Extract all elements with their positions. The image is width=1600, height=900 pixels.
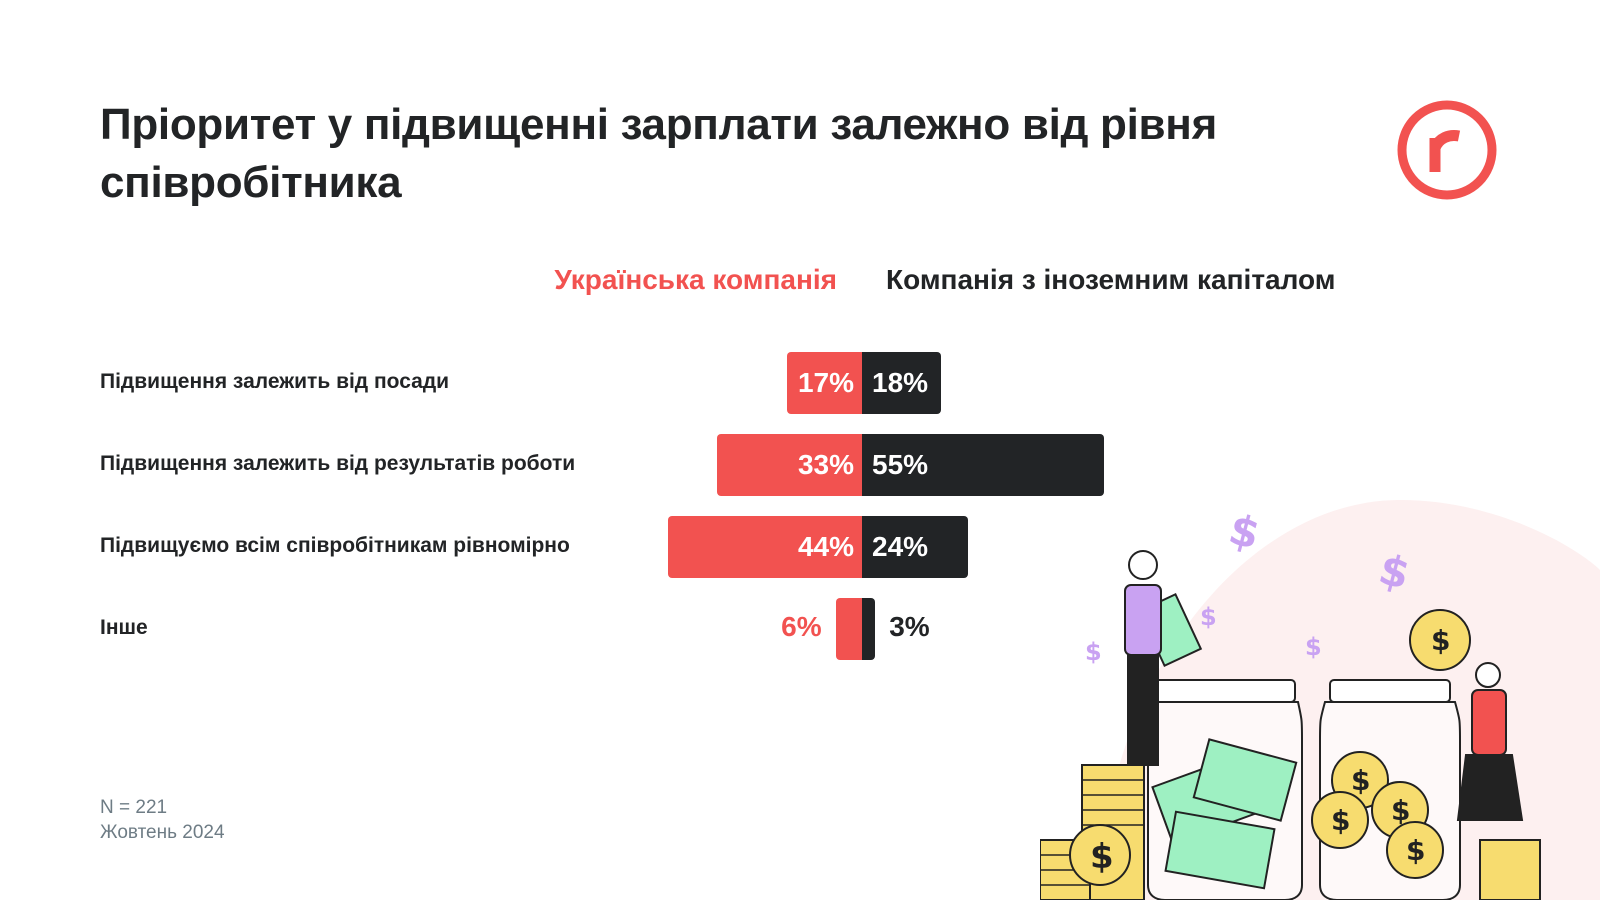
bar-ukrainian-company: 33% (716, 434, 862, 496)
category-label: Інше (100, 616, 148, 639)
svg-text:$: $ (1431, 624, 1450, 657)
bar-ukrainian-company (835, 598, 862, 660)
date-note: Жовтень 2024 (100, 822, 225, 843)
money-jars-illustration: $ $ $ $ $ $ $$ $$$ (1040, 500, 1600, 900)
legend-foreign-company: Компанія з іноземним капіталом (886, 264, 1336, 295)
value-label-ukrainian: 44% (797, 531, 854, 562)
category-label: Підвищення залежить від результатів робо… (100, 452, 576, 475)
svg-text:$: $ (1391, 794, 1410, 827)
bar-ukrainian-company: 17% (787, 352, 862, 414)
bar-foreign-company: 24% (862, 516, 968, 578)
value-label-ukrainian: 33% (797, 449, 854, 480)
svg-text:$: $ (1224, 504, 1265, 559)
brand-logo (1397, 100, 1497, 200)
bar-foreign-company (862, 598, 876, 660)
category-label: Підвищуємо всім співробітникам рівномірн… (100, 534, 570, 557)
svg-text:$: $ (1331, 804, 1350, 837)
sample-size-note: N = 221 (100, 797, 168, 818)
svg-text:$: $ (1090, 837, 1114, 877)
value-label-ukrainian: 6% (781, 611, 822, 642)
svg-text:$: $ (1200, 603, 1217, 631)
svg-text:$: $ (1305, 633, 1322, 661)
legend-ukrainian-company: Українська компанія (554, 264, 837, 295)
value-label-foreign: 3% (889, 611, 930, 642)
bar-foreign-company: 55% (862, 434, 1104, 496)
value-label-ukrainian: 17% (797, 367, 854, 398)
svg-text:$: $ (1406, 834, 1425, 867)
page-title: Пріоритет у підвищенні зарплати залежно … (100, 100, 1217, 207)
bar-ukrainian-company: 44% (668, 516, 862, 578)
value-label-foreign: 55% (872, 449, 929, 480)
value-label-foreign: 18% (872, 367, 929, 398)
bar-foreign-company: 18% (862, 352, 942, 414)
category-label: Підвищення залежить від посади (100, 370, 450, 393)
value-label-foreign: 24% (872, 531, 929, 562)
svg-text:$: $ (1085, 638, 1102, 666)
svg-text:$: $ (1351, 764, 1370, 797)
